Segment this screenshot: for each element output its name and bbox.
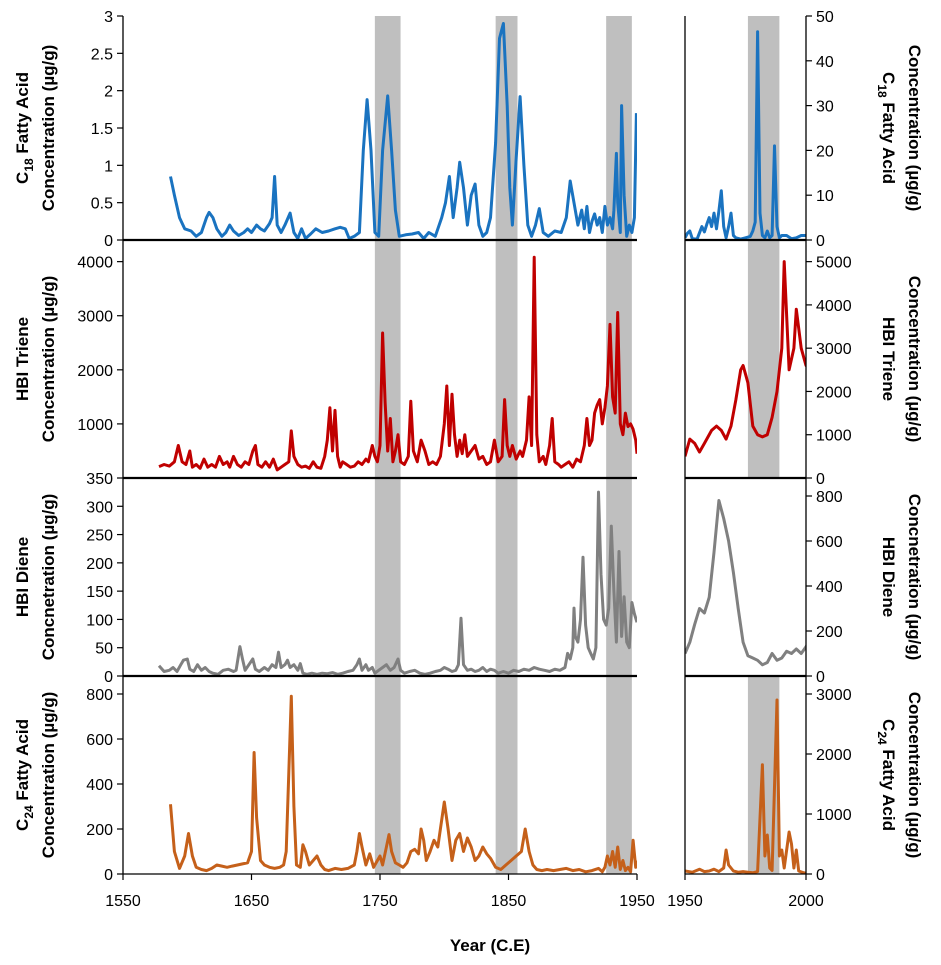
left-tick-label: 200: [86, 822, 113, 839]
right-tick-label: 200: [816, 624, 843, 641]
y-label-line1: HBI Triene: [879, 317, 898, 401]
series-line-right-panel-3: [685, 499, 806, 667]
left-tick-label: 0.5: [91, 196, 113, 213]
left-tick-label: 1: [104, 158, 113, 175]
right-tick-label: 600: [816, 534, 843, 551]
right-y-label-panel-1: C18 Fatty Acid Concentration (µg/g): [875, 45, 924, 212]
y-label-line1: C18 Fatty Acid: [13, 72, 36, 184]
y-label-line2: Concentration (µg/g): [905, 45, 924, 212]
y-label-line2: Concnetration (µg/g): [39, 494, 58, 661]
left-tick-label: 800: [86, 687, 113, 704]
x-tick-label-right: 2000: [788, 893, 824, 910]
series-line-right-panel-4: [685, 698, 806, 875]
x-tick-label-right: 1950: [667, 893, 703, 910]
y-label-line1: HBI Diene: [879, 537, 898, 617]
right-tick-label: 20: [816, 143, 834, 160]
right-y-label-panel-4: C24 Fatty Acid Concentration (µg/g): [875, 692, 924, 859]
x-axis-label: Year (C.E): [450, 936, 530, 955]
right-tick-label: 10: [816, 188, 834, 205]
right-tick-label: 0: [816, 867, 825, 884]
right-tick-label: 1000: [816, 807, 852, 824]
right-tick-label: 2000: [816, 747, 852, 764]
axes: 00.511.522.53010203040501000200030004000…: [77, 9, 851, 910]
y-label-line2: Concnetration (µg/g): [905, 494, 924, 661]
left-tick-label: 1.5: [91, 121, 113, 138]
right-tick-label: 40: [816, 54, 834, 71]
left-y-label-panel-1: C18 Fatty Acid Concentration (µg/g): [13, 45, 58, 212]
y-label-line2: Concentration (µg/g): [39, 276, 58, 443]
right-tick-label: 3000: [816, 341, 852, 358]
left-tick-label: 0: [104, 669, 113, 686]
x-tick-label-left: 1650: [234, 893, 270, 910]
y-label-line1: C24 Fatty Acid: [875, 719, 898, 831]
right-tick-label: 2000: [816, 384, 852, 401]
right-y-label-panel-2: HBI Triene Concentration (µg/g): [879, 276, 924, 443]
series-line-left-panel-1: [169, 22, 637, 240]
right-tick-label: 0: [816, 471, 825, 488]
left-tick-label: 150: [86, 584, 113, 601]
right-tick-label: 4000: [816, 298, 852, 315]
x-tick-label-left: 1750: [362, 893, 398, 910]
y-label-line2: Concentration (µg/g): [39, 45, 58, 212]
left-tick-label: 2: [104, 84, 113, 101]
left-tick-label: 4000: [77, 255, 113, 272]
series-line-left-panel-2: [158, 255, 637, 472]
right-tick-label: 800: [816, 489, 843, 506]
x-tick-label-left: 1550: [105, 893, 141, 910]
y-label-line1: HBI Diene: [13, 537, 32, 617]
shaded-bands: [374, 16, 780, 874]
right-tick-label: 3000: [816, 687, 852, 704]
right-tick-label: 5000: [816, 255, 852, 272]
right-tick-label: 400: [816, 579, 843, 596]
right-tick-label: 0: [816, 233, 825, 250]
left-tick-label: 300: [86, 499, 113, 516]
left-tick-label: 2000: [77, 363, 113, 380]
series-line-right-panel-1: [685, 30, 806, 241]
left-tick-label: 250: [86, 528, 113, 545]
x-tick-label-left: 1950: [619, 893, 655, 910]
left-y-label-panel-2: HBI Triene Concentration (µg/g): [13, 276, 58, 443]
right-tick-label: 30: [816, 99, 834, 116]
y-label-line1: C18 Fatty Acid: [875, 72, 898, 184]
left-tick-label: 0: [104, 233, 113, 250]
x-tick-label-left: 1850: [491, 893, 527, 910]
series-line-left-panel-3: [157, 490, 637, 676]
left-y-label-panel-4: C24 Fatty Acid Concentration (µg/g): [13, 692, 58, 859]
left-tick-label: 350: [86, 471, 113, 488]
left-tick-label: 600: [86, 732, 113, 749]
left-tick-label: 50: [95, 641, 113, 658]
left-tick-label: 3: [104, 9, 113, 26]
y-label-line2: Concentration (µg/g): [905, 276, 924, 443]
right-y-label-panel-3: HBI Diene Concnetration (µg/g): [879, 494, 924, 661]
right-tick-label: 1000: [816, 428, 852, 445]
left-tick-label: 1000: [77, 417, 113, 434]
y-label-line2: Concentration (µg/g): [905, 692, 924, 859]
series-line-right-panel-2: [685, 260, 806, 457]
right-tick-label: 50: [816, 9, 834, 26]
left-tick-label: 0: [104, 867, 113, 884]
left-tick-label: 100: [86, 612, 113, 629]
left-tick-label: 400: [86, 777, 113, 794]
right-tick-label: 0: [816, 669, 825, 686]
data-series: [157, 22, 806, 875]
axis-labels: C18 Fatty Acid Concentration (µg/g) C18 Fa…: [13, 45, 924, 859]
y-label-line1: HBI Triene: [13, 317, 32, 401]
y-label-line2: Concentration (µg/g): [39, 692, 58, 859]
y-label-line1: C24 Fatty Acid: [13, 719, 36, 831]
left-tick-label: 3000: [77, 309, 113, 326]
left-tick-label: 200: [86, 556, 113, 573]
series-line-left-panel-4: [169, 694, 637, 874]
shaded-band-left-2: [606, 16, 632, 874]
left-y-label-panel-3: HBI Diene Concnetration (µg/g): [13, 494, 58, 661]
left-tick-label: 2.5: [91, 46, 113, 63]
